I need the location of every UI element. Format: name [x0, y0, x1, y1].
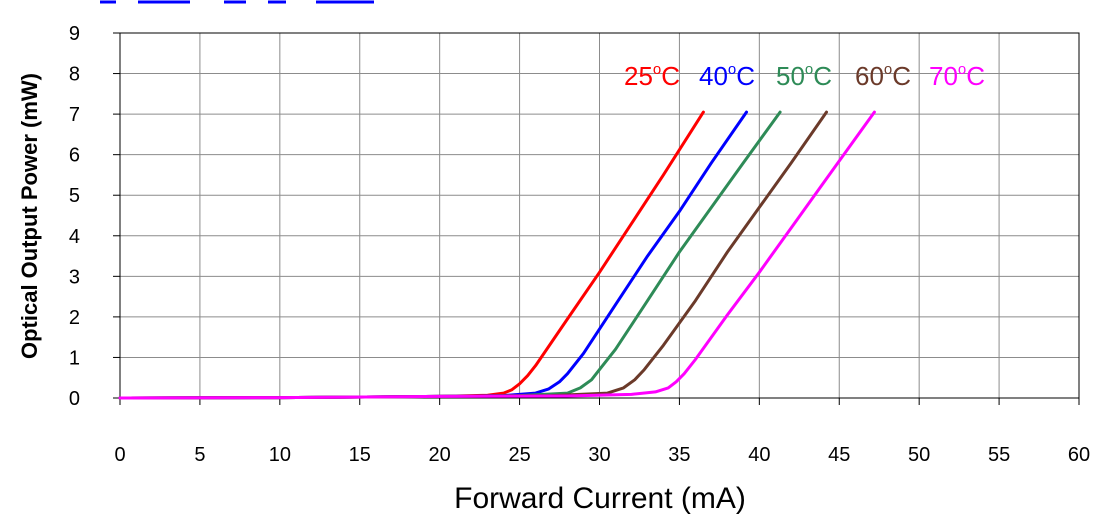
- legend-value: 70: [929, 61, 958, 91]
- legend-entry-70c: 70oC: [929, 61, 985, 91]
- degree-superscript: o: [884, 61, 892, 78]
- series-line-70c: [118, 110, 876, 400]
- y-tick-label: 1: [69, 347, 80, 369]
- y-tick-label: 8: [69, 64, 80, 86]
- legend-unit: C: [966, 61, 985, 91]
- x-tick-label: 60: [1068, 444, 1090, 466]
- legend-value: 25: [624, 61, 653, 91]
- x-tick-label: 35: [668, 444, 690, 466]
- legend-entry-25c: 25oC: [624, 61, 680, 91]
- y-tick-label: 5: [69, 185, 80, 207]
- degree-superscript: o: [653, 61, 661, 78]
- degree-superscript: o: [958, 61, 966, 78]
- y-tick-label: 7: [69, 104, 80, 126]
- x-tick-label: 55: [988, 444, 1010, 466]
- legend-entry-40c: 40oC: [699, 61, 755, 91]
- x-tick-label: 45: [828, 444, 850, 466]
- legend: 25oC 40oC 50oC 60oC 70oC: [624, 61, 985, 91]
- y-axis-label: Optical Output Power (mW): [17, 73, 42, 359]
- legend-value: 50: [776, 61, 805, 91]
- x-tick-label: 15: [349, 444, 371, 466]
- legend-value: 40: [699, 61, 728, 91]
- y-tick-label: 3: [69, 266, 80, 288]
- y-axis-ticks: 0 1 2 3 4 5 6 7 8 9: [69, 23, 120, 410]
- x-tick-label: 0: [114, 444, 125, 466]
- legend-entry-50c: 50oC: [776, 61, 832, 91]
- y-tick-label: 9: [69, 23, 80, 45]
- degree-superscript: o: [805, 61, 813, 78]
- y-tick-label: 0: [69, 388, 80, 410]
- x-tick-label: 10: [269, 444, 291, 466]
- legend-entry-60c: 60oC: [855, 61, 911, 91]
- y-tick-label: 2: [69, 307, 80, 329]
- legend-unit: C: [736, 61, 755, 91]
- x-tick-label: 5: [194, 444, 205, 466]
- x-tick-label: 25: [508, 444, 530, 466]
- x-tick-label: 20: [429, 444, 451, 466]
- x-tick-label: 40: [748, 444, 770, 466]
- legend-unit: C: [661, 61, 680, 91]
- x-tick-label: 50: [908, 444, 930, 466]
- legend-unit: C: [813, 61, 832, 91]
- legend-value: 60: [855, 61, 884, 91]
- y-tick-label: 6: [69, 145, 80, 167]
- x-axis-ticks: 0 5 10 15 20 25 30 35 40 45 50 55 60: [114, 398, 1090, 466]
- degree-superscript: o: [728, 61, 736, 78]
- x-axis-label: Forward Current (mA): [454, 482, 746, 515]
- x-tick-label: 30: [588, 444, 610, 466]
- y-tick-label: 4: [69, 226, 80, 248]
- vertical-gridlines: [119, 33, 1080, 398]
- series-lines: [118, 110, 876, 400]
- legend-unit: C: [892, 61, 911, 91]
